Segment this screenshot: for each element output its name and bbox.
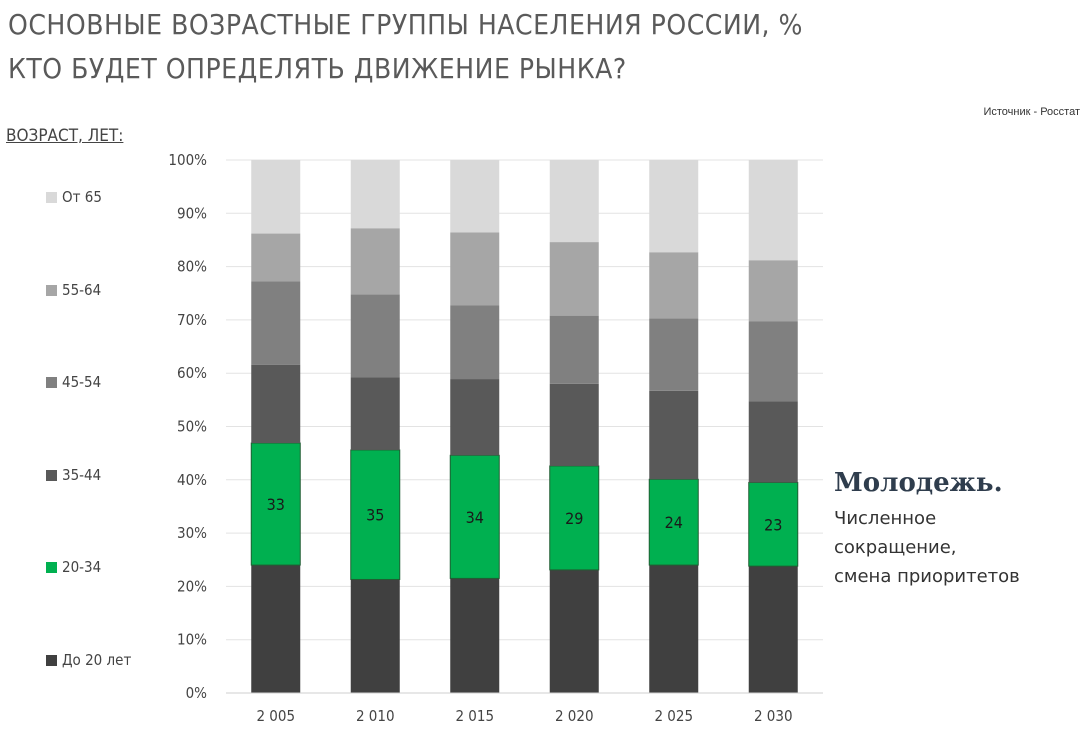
bar-segment (450, 232, 500, 306)
x-tick-label: 2 025 (654, 707, 693, 725)
data-label: 34 (466, 508, 484, 527)
x-tick-label: 2 010 (356, 707, 395, 725)
legend-item-45-54: 45-54 (46, 373, 101, 391)
bar-segment (649, 318, 699, 391)
x-tick-label: 2 005 (256, 707, 295, 725)
legend-item-20-34: 20-34 (46, 558, 101, 576)
bar-segment (649, 565, 699, 693)
callout-line: смена приоритетов (834, 566, 1020, 587)
legend-swatch (46, 191, 57, 203)
bar-segment (549, 160, 599, 243)
callout-title: Молодежь. (834, 468, 1003, 498)
bar-segment (251, 364, 301, 444)
bar-segment (748, 401, 798, 483)
legend-swatch (46, 561, 57, 573)
bar-segment (350, 294, 400, 378)
bar-segment (350, 160, 400, 229)
bar-segment (449, 454, 500, 579)
y-tick-label: 20% (177, 577, 207, 595)
bar-segment (350, 579, 400, 693)
bar-segment (649, 160, 699, 253)
legend-label: 20-34 (62, 558, 102, 576)
legend-item-55-64: 55-64 (46, 281, 101, 299)
chart-title: ОСНОВНЫЕ ВОЗРАСТНЫЕ ГРУППЫ НАСЕЛЕНИЯ РОС… (8, 8, 803, 41)
bar-segment (549, 569, 599, 693)
y-tick-label: 0% (186, 684, 208, 702)
bar-segment (748, 260, 798, 322)
legend-label: 55-64 (62, 281, 102, 299)
y-tick-label: 90% (177, 204, 207, 222)
bar-segment (450, 578, 500, 693)
legend-label: До 20 лет (62, 651, 132, 669)
bar-segment (549, 242, 599, 316)
bar-segment (450, 379, 500, 456)
legend-label: 35-44 (62, 466, 102, 484)
bar-segment (350, 377, 400, 450)
callout-body: Численное сокращение, смена приоритетов (834, 504, 1074, 591)
bar-segment (549, 465, 600, 571)
callout-line: Численное (834, 508, 937, 529)
bar-segment (251, 160, 301, 234)
legend-item-65-plus: От 65 (46, 188, 102, 206)
source-note: Источник - Росстат (983, 106, 1080, 118)
bar-segment (748, 481, 799, 567)
y-tick-label: 50% (177, 418, 207, 436)
legend-label: От 65 (62, 188, 102, 206)
callout-line: сокращение, (834, 537, 957, 558)
y-tick-label: 70% (177, 311, 207, 329)
bar-segment (250, 442, 301, 566)
y-tick-label: 60% (177, 364, 207, 382)
bar-segment (648, 478, 699, 566)
legend-swatch (46, 284, 57, 296)
y-tick-label: 10% (177, 631, 207, 649)
legend-item-35-44: 35-44 (46, 466, 101, 484)
legend-swatch (46, 469, 57, 481)
data-label: 23 (764, 515, 782, 534)
x-tick-label: 2 020 (555, 707, 594, 725)
bar-segment (251, 565, 301, 693)
chart-subtitle: КТО БУДЕТ ОПРЕДЕЛЯТЬ ДВИЖЕНИЕ РЫНКА? (8, 52, 627, 85)
bar-segment (251, 233, 301, 282)
legend-swatch (46, 376, 57, 388)
bar-segment (649, 390, 699, 480)
y-tick-label: 80% (177, 258, 207, 276)
bar-segment (748, 160, 798, 261)
data-label: 35 (366, 506, 384, 525)
x-tick-label: 2 030 (754, 707, 793, 725)
bar-segment (748, 321, 798, 402)
data-label: 24 (665, 513, 683, 532)
y-tick-label: 100% (168, 151, 207, 169)
bar-segment (350, 449, 401, 580)
bar-segment (549, 383, 599, 466)
bar-segment (549, 315, 599, 384)
legend-item-under-20: До 20 лет (46, 651, 131, 669)
bar-segment (350, 228, 400, 295)
bar-segment (251, 281, 301, 365)
bar-segment (450, 160, 500, 233)
y-tick-label: 40% (177, 471, 207, 489)
legend-swatch (46, 654, 57, 666)
legend-title: ВОЗРАСТ, ЛЕТ: (6, 126, 124, 146)
data-label: 29 (565, 509, 583, 528)
bar-segment (649, 252, 699, 319)
callout: Молодежь. Численное сокращение, смена пр… (834, 468, 1074, 591)
x-tick-label: 2 015 (455, 707, 494, 725)
legend-label: 45-54 (62, 373, 102, 391)
data-label: 33 (267, 495, 285, 514)
y-tick-label: 30% (177, 524, 207, 542)
bar-segment (450, 305, 500, 380)
bar-segment (748, 566, 798, 693)
